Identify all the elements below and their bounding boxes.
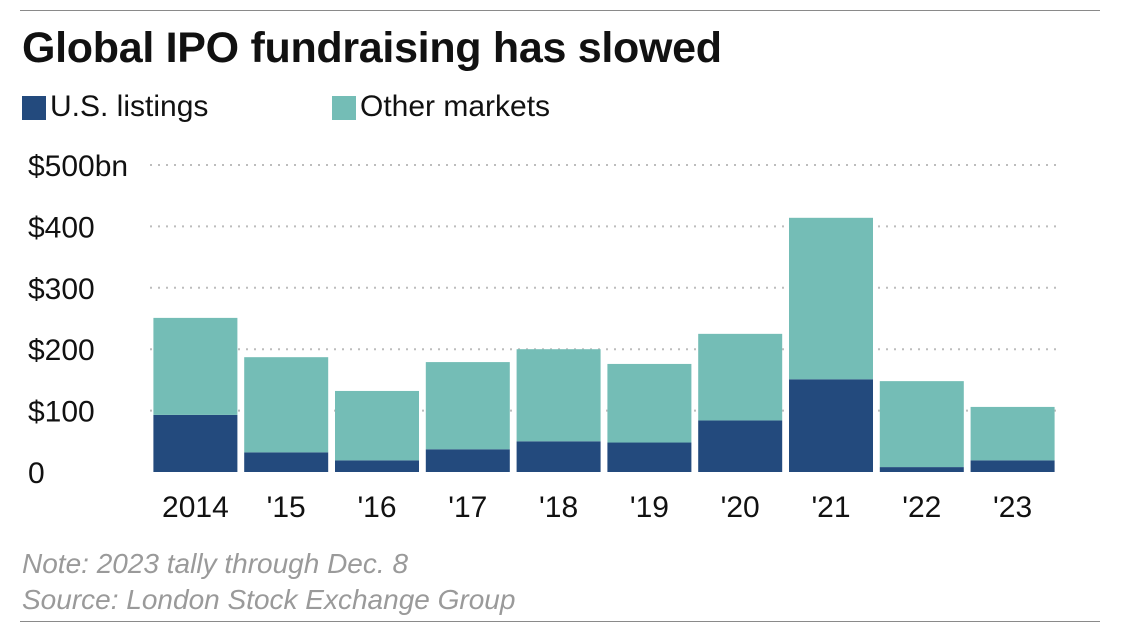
bar-us-listings [879,467,964,472]
bar-us-listings [425,449,510,472]
bar-other-markets [425,362,510,450]
bar-other-markets [516,349,601,442]
y-tick-label: $400 [28,211,95,244]
y-tick-label: $200 [28,334,95,367]
bar-us-listings [970,460,1055,472]
chart-title: Global IPO fundraising has slowed [22,24,722,72]
x-tick-label: '15 [267,491,306,524]
y-tick-label: 0 [28,457,45,490]
x-tick-label: '19 [630,491,669,524]
y-tick-label: $100 [28,396,95,429]
bar-other-markets [244,357,329,453]
bar-other-markets [607,363,692,443]
bar-other-markets [153,317,238,415]
legend-label-us-listings: U.S. listings [50,90,209,123]
bar-us-listings [153,414,238,472]
bar-us-listings [244,452,329,472]
top-rule [20,10,1100,11]
legend-label-other-markets: Other markets [360,90,551,123]
bar-other-markets [789,217,873,380]
x-tick-label: '20 [721,491,760,524]
y-tick-label: $300 [28,273,95,306]
bar-us-listings [607,442,692,472]
bar-us-listings [335,460,419,472]
bar-us-listings [789,379,873,472]
x-tick-label: '18 [539,491,578,524]
x-tick-label: 2014 [162,491,229,524]
chart-source: Source: London Stock Exchange Group [22,584,516,615]
chart-note: Note: 2023 tally through Dec. 8 [22,548,409,579]
bar-other-markets [879,381,964,468]
bar-us-listings [698,420,783,472]
x-tick-label: '17 [448,491,487,524]
bar-other-markets [335,390,419,461]
bar-other-markets [698,333,783,421]
x-tick-label: '22 [902,491,941,524]
y-tick-label: $500bn [28,150,128,183]
x-tick-label: '23 [993,491,1032,524]
x-tick-label: '21 [811,491,850,524]
bar-us-listings [516,441,601,472]
x-tick-label: '16 [357,491,396,524]
bar-other-markets [970,406,1055,461]
legend-swatch-other-markets [332,96,356,120]
legend-swatch-us-listings [22,96,46,120]
bottom-rule [20,621,1100,622]
stacked-bar-chart: 0 $100 $200 $300 $400 $500bn 2014 '15 '16 '17 '18 '… [28,150,1058,524]
